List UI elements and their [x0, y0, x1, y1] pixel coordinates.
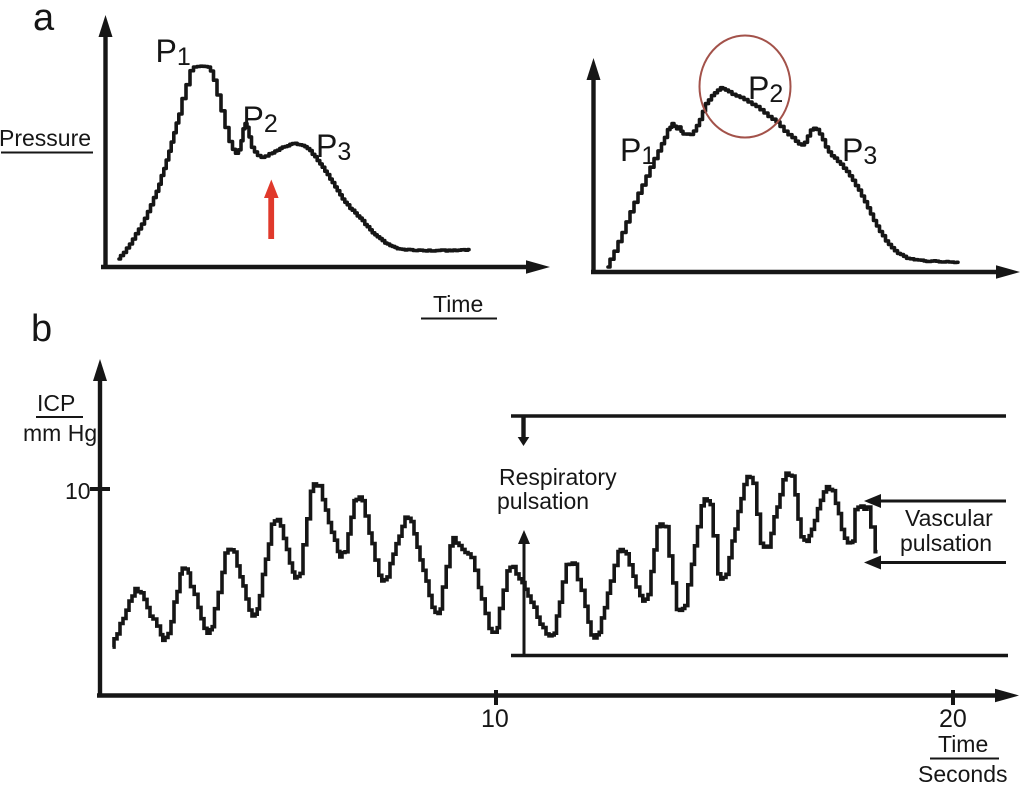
svg-text:pulsation: pulsation [497, 488, 589, 514]
svg-text:Seconds: Seconds [918, 761, 1008, 787]
svg-text:P1: P1 [156, 33, 191, 71]
svg-text:mm Hg: mm Hg [23, 420, 97, 446]
svg-text:20: 20 [939, 705, 967, 733]
svg-text:P3: P3 [842, 132, 877, 170]
svg-text:Time: Time [433, 291, 483, 317]
svg-text:Vascular: Vascular [905, 505, 993, 531]
svg-text:b: b [31, 308, 52, 350]
svg-text:Respiratory: Respiratory [499, 464, 617, 490]
svg-text:a: a [33, 0, 55, 39]
svg-text:Time: Time [938, 731, 988, 757]
svg-text:ICP: ICP [37, 390, 75, 416]
svg-text:10: 10 [481, 705, 509, 733]
svg-text:pulsation: pulsation [900, 530, 992, 556]
svg-text:10: 10 [65, 478, 91, 504]
svg-text:Pressure: Pressure [0, 125, 91, 151]
